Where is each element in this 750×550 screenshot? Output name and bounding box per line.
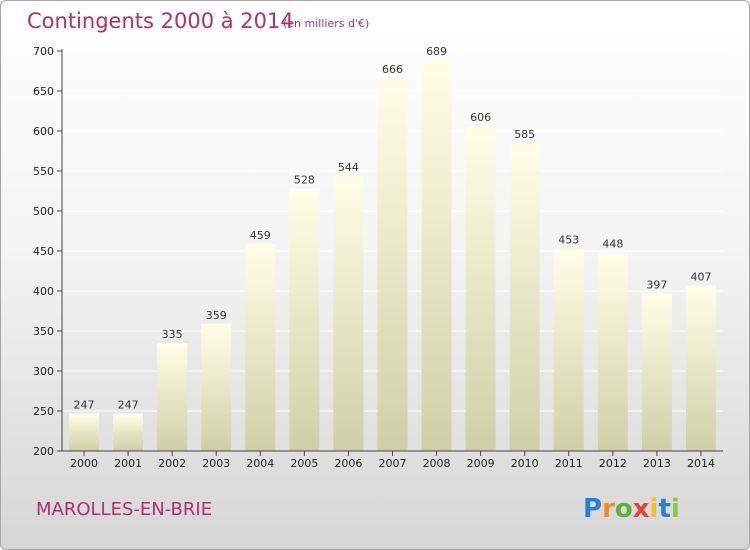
data-label: 689 <box>426 45 447 58</box>
logo-letter: i <box>650 494 659 524</box>
data-label: 448 <box>602 238 623 251</box>
data-labels: 247 247 335 359 459 528 544 666 689 606 585 453 448 3… <box>74 45 712 412</box>
x-tick-label: 2005 <box>290 457 318 470</box>
x-tick-label: 2011 <box>555 457 583 470</box>
y-tick-label: 650 <box>33 85 54 98</box>
bar <box>597 252 628 451</box>
x-tick-label: 2007 <box>379 457 407 470</box>
logo-letter: r <box>602 494 615 524</box>
data-label: 397 <box>646 278 667 291</box>
y-tick-label: 500 <box>33 205 54 218</box>
bar <box>201 323 232 451</box>
data-label: 585 <box>514 128 535 141</box>
logo-letter: o <box>615 494 633 524</box>
bar <box>113 413 144 451</box>
data-label: 359 <box>206 309 227 322</box>
y-tick-label: 200 <box>33 445 54 458</box>
data-label: 528 <box>294 174 315 187</box>
axes: 200 250 300 350 400 450 500 550 600 650 700 2000 200… <box>33 45 723 470</box>
data-label: 544 <box>338 161 359 174</box>
x-tick-label: 2010 <box>511 457 539 470</box>
data-label: 666 <box>382 63 403 76</box>
bar <box>553 248 584 451</box>
y-tick-label: 600 <box>33 125 54 138</box>
bar <box>245 243 276 451</box>
chart-title: Contingents 2000 à 2014 <box>27 9 294 33</box>
x-tick-label: 2013 <box>643 457 671 470</box>
x-tick-label: 2004 <box>246 457 274 470</box>
data-label: 606 <box>470 111 491 124</box>
data-label: 453 <box>558 234 579 247</box>
x-tick-label: 2002 <box>158 457 186 470</box>
proxiti-logo: Proxiti <box>583 494 680 524</box>
x-tick-label: 2008 <box>423 457 451 470</box>
x-tick-label: 2001 <box>114 457 142 470</box>
y-tick-label: 550 <box>33 165 54 178</box>
chart-subtitle: (en milliers d'€) <box>283 17 369 30</box>
bar <box>641 293 672 451</box>
bar <box>685 285 716 451</box>
bar <box>69 413 100 451</box>
x-tick-label: 2006 <box>334 457 362 470</box>
y-tick-label: 250 <box>33 405 54 418</box>
data-label: 407 <box>690 270 711 283</box>
logo-letter: P <box>583 494 602 524</box>
y-tick-label: 300 <box>33 365 54 378</box>
bar <box>421 59 452 452</box>
bar <box>157 343 188 451</box>
logo-letter: x <box>633 494 650 524</box>
commune-name: MAROLLES-EN-BRIE <box>36 499 212 520</box>
x-tick-label: 2003 <box>202 457 230 470</box>
x-tick-label: 2000 <box>70 457 98 470</box>
logo-letter: i <box>671 494 680 524</box>
bar <box>465 126 496 451</box>
x-tick-label: 2012 <box>599 457 627 470</box>
data-label: 459 <box>250 229 271 242</box>
y-tick-label: 400 <box>33 285 54 298</box>
y-tick-label: 350 <box>33 325 54 338</box>
data-label: 335 <box>162 328 183 341</box>
bar <box>377 78 408 451</box>
bar <box>333 175 364 452</box>
x-tick-label: 2014 <box>687 457 715 470</box>
logo-letter: t <box>658 494 670 524</box>
bars <box>69 59 716 452</box>
data-label: 247 <box>118 398 139 411</box>
x-tick-label: 2009 <box>467 457 495 470</box>
bar <box>289 188 320 451</box>
y-tick-label: 450 <box>33 245 54 258</box>
data-label: 247 <box>74 398 95 411</box>
y-tick-label: 700 <box>33 45 54 58</box>
bar <box>509 143 540 451</box>
